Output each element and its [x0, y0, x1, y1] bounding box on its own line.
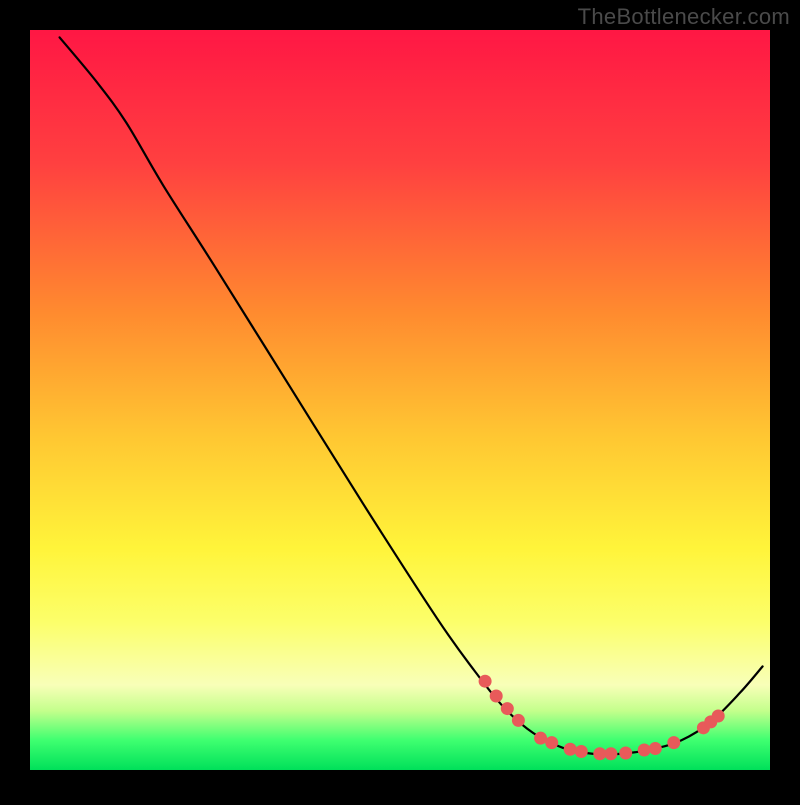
marker-point: [604, 747, 617, 760]
marker-point: [490, 690, 503, 703]
chart-canvas: [0, 0, 800, 800]
marker-point: [564, 743, 577, 756]
marker-point: [479, 675, 492, 688]
marker-point: [593, 747, 606, 760]
marker-point: [545, 736, 558, 749]
marker-point: [649, 742, 662, 755]
marker-point: [667, 736, 680, 749]
marker-point: [638, 744, 651, 757]
marker-point: [619, 746, 632, 759]
chart-background: [30, 30, 770, 770]
marker-point: [575, 745, 588, 758]
marker-point: [712, 709, 725, 722]
marker-point: [501, 702, 514, 715]
marker-point: [534, 732, 547, 745]
marker-point: [512, 714, 525, 727]
page-watermark: TheBottlenecker.com: [578, 4, 790, 30]
